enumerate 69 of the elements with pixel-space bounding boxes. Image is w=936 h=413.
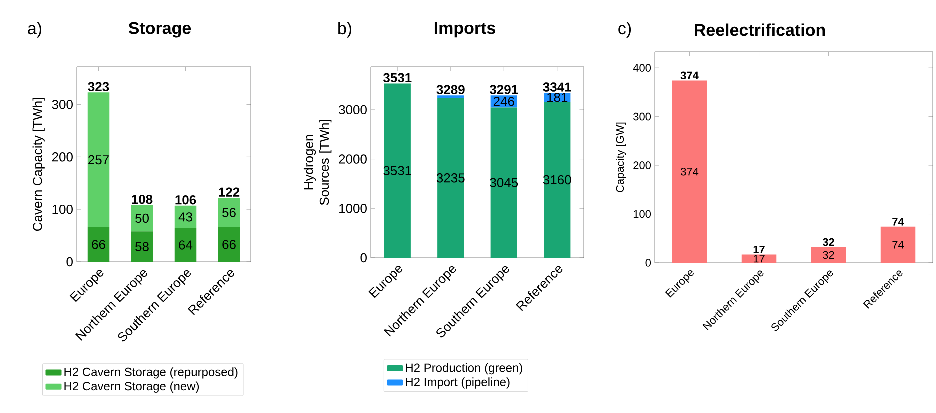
- bar: [438, 98, 464, 258]
- bar: [131, 232, 154, 262]
- y-tick-label: 300: [634, 112, 652, 121]
- text: a): [28, 22, 42, 38]
- total-label: 3289: [436, 85, 465, 94]
- legend-label: H2 Cavern Storage (repurposed): [64, 368, 238, 379]
- total-label: 3291: [490, 85, 518, 94]
- bar: [811, 247, 846, 263]
- y-tick-label: 3000: [339, 105, 367, 115]
- total-label: 3531: [383, 73, 412, 83]
- bar: [490, 108, 518, 258]
- data-label: 58: [136, 242, 149, 252]
- total-label: 17: [754, 246, 765, 254]
- text: c): [618, 22, 632, 38]
- total-label: 32: [822, 238, 834, 246]
- bar: [131, 205, 154, 232]
- text: b): [338, 22, 352, 38]
- y-tick-label: 0: [66, 257, 73, 267]
- total-label: 3341: [543, 82, 572, 92]
- y-tick-label: 300: [52, 100, 73, 110]
- total-label: 374: [680, 72, 699, 80]
- data-label: 66: [222, 240, 236, 250]
- y-tick-label: 400: [633, 64, 652, 72]
- legend-label: H2 Cavern Storage (new): [64, 382, 200, 393]
- bar: [672, 80, 708, 263]
- data-label: 43: [178, 212, 192, 222]
- data-label: 374: [681, 168, 699, 176]
- y-tick-label: 200: [634, 162, 652, 170]
- total-label: 74: [892, 218, 904, 226]
- legend-label: H2 Import (pipeline): [406, 378, 510, 389]
- bar: [544, 102, 571, 258]
- data-label: 66: [92, 240, 106, 250]
- y-tick-label: 0: [360, 253, 367, 263]
- data-label: 64: [179, 240, 193, 250]
- bar: [742, 254, 777, 263]
- y-tick-label: 200: [52, 152, 73, 162]
- y-tick-label: 100: [52, 204, 73, 214]
- data-label: 74: [892, 241, 904, 249]
- data-label: 56: [222, 208, 236, 218]
- data-label: 257: [88, 155, 109, 165]
- y-tick-label: 1000: [340, 204, 367, 214]
- y-tick-label: 100: [634, 210, 652, 218]
- data-label: 50: [136, 214, 149, 224]
- bar: [174, 228, 197, 262]
- data-label: 17: [754, 255, 765, 263]
- bar: [218, 227, 240, 262]
- y-tick-label: 0: [646, 259, 652, 267]
- total-label: 323: [88, 82, 110, 92]
- bar: [218, 198, 240, 228]
- y-tick-label: 2000: [339, 154, 367, 164]
- y-axis-title: Capacity [GW]: [616, 122, 626, 192]
- data-label: 246: [494, 97, 514, 106]
- chart-title: Reelectrification: [695, 24, 826, 36]
- chart-title: Imports: [434, 22, 496, 38]
- bar: [384, 84, 411, 258]
- legend-label: H2 Production (green): [406, 363, 522, 375]
- total-label: 122: [219, 188, 240, 197]
- chart-title: Storage: [128, 22, 192, 38]
- bar: [88, 92, 110, 228]
- total-label: 108: [132, 194, 153, 204]
- data-label: 32: [823, 251, 834, 260]
- data-label: 181: [548, 92, 568, 102]
- bar: [880, 226, 916, 263]
- y-axis-title: Cavern Capacity [TWh]: [32, 98, 45, 232]
- total-label: 106: [176, 196, 196, 205]
- bar: [438, 96, 464, 98]
- bar: [174, 206, 197, 228]
- y-axis-title: Hydrogen Sources [TWh]: [304, 120, 332, 206]
- bar: [88, 227, 110, 262]
